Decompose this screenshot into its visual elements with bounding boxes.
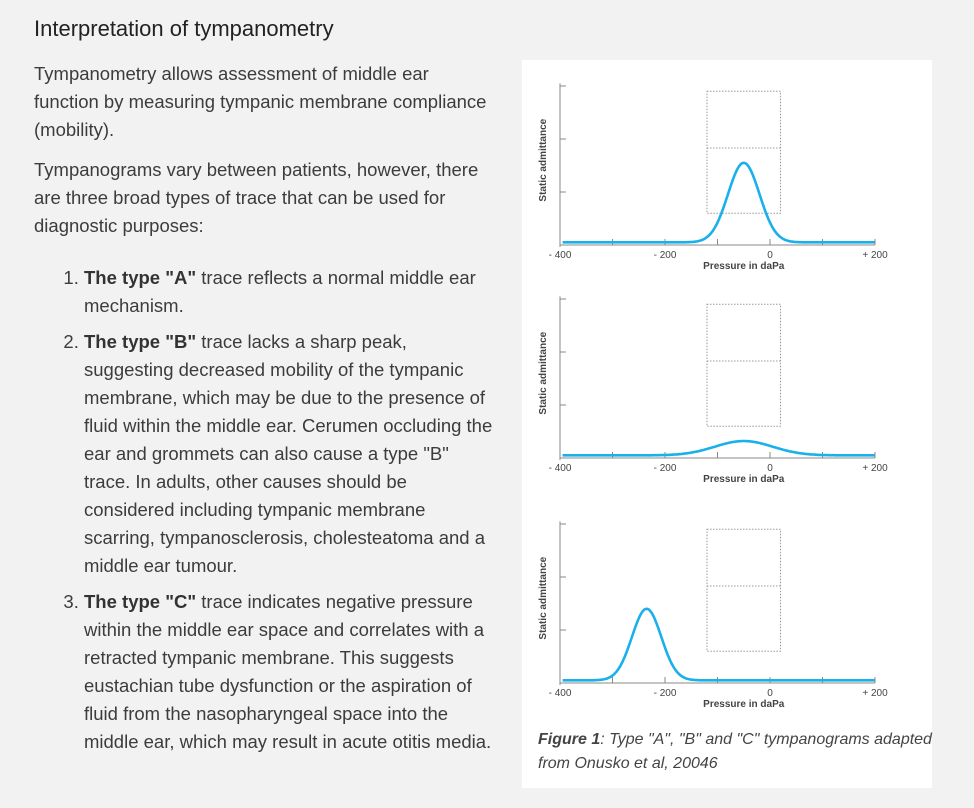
x-tick-label: - 400 <box>549 250 572 261</box>
normal-range-box <box>706 528 781 652</box>
x-tick-label: - 200 <box>654 250 677 261</box>
list-item: The type "A" trace reflects a normal mid… <box>84 264 494 320</box>
tympanogram-b: - 400 - 200 0 + 200 Pressure in daPa Static a… <box>538 296 888 485</box>
type-label: The type "C" <box>84 591 197 612</box>
x-axis-label: Pressure in daPa <box>703 261 785 272</box>
article-body: Tympanometry allows assessment of middle… <box>34 60 494 764</box>
list-item: The type "C" trace indicates negative pr… <box>84 588 494 756</box>
trace-line <box>562 161 875 244</box>
trace-line <box>562 439 875 457</box>
type-description: trace lacks a sharp peak, suggesting dec… <box>84 331 493 576</box>
caption-label: Figure 1 <box>538 731 601 748</box>
x-tick-label: - 200 <box>654 463 677 474</box>
trace-types-list: The type "A" trace reflects a normal mid… <box>34 264 494 756</box>
x-tick-label: - 400 <box>549 463 572 474</box>
caption-text: : Type "A", "B" and "C" tympanograms ada… <box>538 731 932 772</box>
x-tick-label: - 400 <box>549 688 572 699</box>
x-axis-label: Pressure in daPa <box>703 699 785 710</box>
x-axis-label: Pressure in daPa <box>703 474 785 485</box>
normal-range-box <box>706 90 781 214</box>
normal-range-box <box>706 303 781 427</box>
type-label: The type "A" <box>84 267 197 288</box>
x-tick-label: + 200 <box>862 250 888 261</box>
types-paragraph: Tympanograms vary between patients, howe… <box>34 159 479 236</box>
x-tick-label: 0 <box>767 463 773 474</box>
x-tick-label: + 200 <box>862 688 888 699</box>
x-tick-label: + 200 <box>862 463 888 474</box>
y-axis-label: Static admittance <box>538 118 549 201</box>
y-axis-label: Static admittance <box>538 331 549 414</box>
type-label: The type "B" <box>84 331 197 352</box>
figure-caption: Figure 1: Type "A", "B" and "C" tympanog… <box>538 728 932 776</box>
tympanogram-a: - 400 - 200 0 + 200 Pressure in daPa Static a… <box>538 83 888 272</box>
x-tick-label: 0 <box>767 250 773 261</box>
figure-panel: - 400 - 200 0 + 200 Pressure in daPa Static a… <box>522 60 932 788</box>
tympanogram-c: - 400 - 200 0 + 200 Pressure in daPa Static a… <box>538 521 888 710</box>
trace-line <box>562 607 875 682</box>
y-axis-label: Static admittance <box>538 556 549 639</box>
type-description: trace indicates negative pressure within… <box>84 591 492 752</box>
list-item: The type "B" trace lacks a sharp peak, s… <box>84 328 494 580</box>
intro-paragraph: Tympanometry allows assessment of middle… <box>34 63 487 140</box>
x-tick-label: 0 <box>767 688 773 699</box>
page-title: Interpretation of tympanometry <box>34 16 334 41</box>
x-tick-label: - 200 <box>654 688 677 699</box>
type-description: trace reflects a normal middle ear mecha… <box>84 267 476 316</box>
